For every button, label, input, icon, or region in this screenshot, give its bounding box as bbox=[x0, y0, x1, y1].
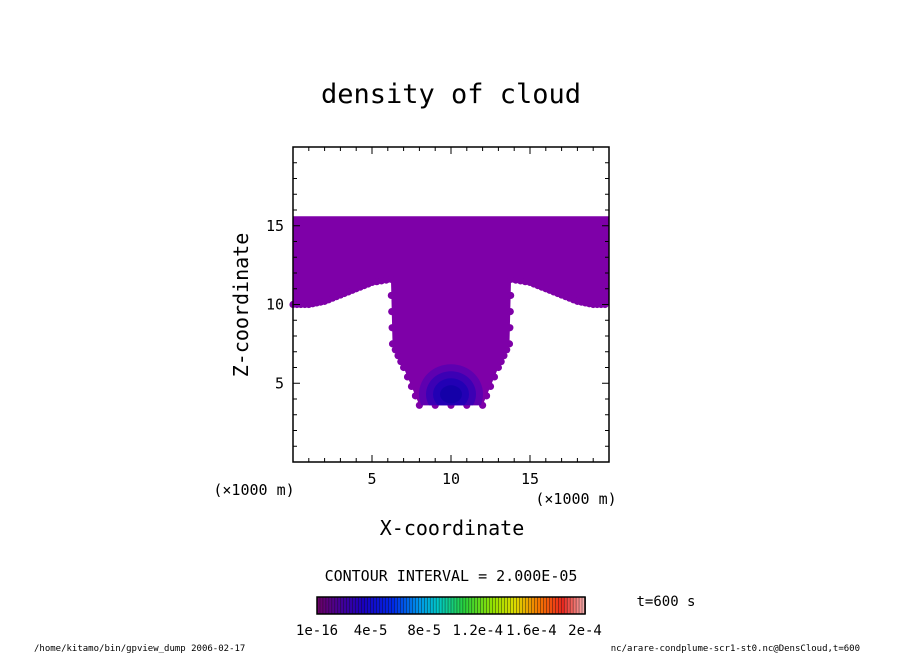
colorbar-tick-label: 2e-4 bbox=[568, 623, 602, 639]
time-label: t=600 s bbox=[636, 594, 695, 610]
footer-right: nc/arare-condplume-scr1-st0.nc@DensCloud… bbox=[611, 644, 860, 654]
colorbar-frame bbox=[316, 596, 586, 615]
cloud-edge-blob bbox=[490, 373, 499, 381]
cloud-edge-blob bbox=[482, 392, 491, 400]
y-tick-labels: 5 10 15 bbox=[266, 217, 284, 393]
y-tick-label: 15 bbox=[266, 217, 284, 235]
cloud-edge-blob bbox=[497, 357, 505, 366]
cloud-edge-blob bbox=[494, 363, 502, 372]
y-unit-label: (×1000 m) bbox=[535, 490, 616, 508]
x-tick-label: 5 bbox=[367, 470, 376, 488]
cloud-edge-blob bbox=[397, 357, 405, 366]
cloud-region-fill bbox=[293, 216, 609, 406]
y-axis-label: Z-coordinate bbox=[229, 233, 253, 378]
cloud-edge-blob bbox=[388, 340, 397, 348]
contour-interval-text: CONTOUR INTERVAL = 2.000E-05 bbox=[325, 567, 578, 585]
cloud-edge-blob bbox=[506, 324, 514, 332]
cloud-density-field bbox=[289, 216, 609, 409]
cloud-edge-blob bbox=[507, 291, 515, 300]
core-contour-level bbox=[440, 385, 462, 404]
x-tick-label: 10 bbox=[442, 470, 460, 488]
cloud-edge-blob bbox=[400, 363, 408, 372]
cloud-edge-blob bbox=[407, 382, 416, 390]
x-axis-label: X-coordinate bbox=[380, 516, 525, 540]
colorbar bbox=[316, 596, 586, 615]
y-tick-label: 10 bbox=[266, 296, 284, 314]
colorbar-tick-label: 1.2e-4 bbox=[453, 623, 504, 639]
density-core bbox=[419, 364, 483, 406]
x-tick-labels: 5 10 15 bbox=[367, 470, 539, 488]
footer-left: /home/kitamo/bin/gpview_dump 2006-02-17 bbox=[34, 644, 245, 654]
cloud-edge-blob bbox=[503, 346, 511, 354]
colorbar-tick-label: 1.6e-4 bbox=[506, 623, 557, 639]
cloud-edge-blob bbox=[388, 324, 396, 332]
y-tick-label: 5 bbox=[275, 374, 284, 392]
cloud-edge-blob bbox=[388, 307, 396, 316]
cloud-edge-blob bbox=[394, 352, 402, 360]
colorbar-tick-label: 8e-5 bbox=[407, 623, 441, 639]
plot-area bbox=[289, 146, 610, 463]
cloud-edge-blob bbox=[411, 392, 420, 400]
cloud-edge-blob bbox=[387, 291, 395, 300]
cloud-edge-blob bbox=[391, 346, 399, 354]
colorbar-tick-label: 1e-16 bbox=[296, 623, 338, 639]
x-unit-label: (×1000 m) bbox=[213, 481, 294, 499]
cloud-edge-blob bbox=[486, 382, 495, 390]
axis-ticks bbox=[293, 147, 609, 462]
cloud-edge-blob bbox=[505, 340, 514, 348]
cloud-edge-blob bbox=[500, 352, 508, 360]
colorbar-tick-labels: 1e-16 4e-5 8e-5 1.2e-4 1.6e-4 2e-4 bbox=[296, 623, 602, 639]
cloud-edge-blob bbox=[387, 275, 395, 283]
cloud-edge-blob bbox=[506, 307, 514, 316]
cloud-edge-blob bbox=[403, 373, 412, 381]
chart-title: density of cloud bbox=[321, 79, 581, 110]
x-tick-label: 15 bbox=[521, 470, 539, 488]
colorbar-tick-label: 4e-5 bbox=[354, 623, 388, 639]
